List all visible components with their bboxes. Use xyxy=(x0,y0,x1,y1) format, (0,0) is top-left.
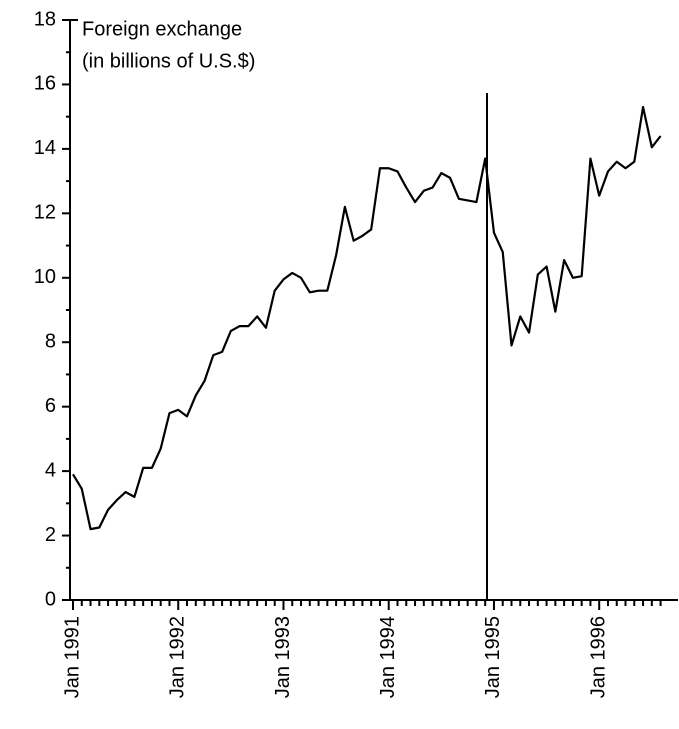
y-tick-label: 2 xyxy=(45,524,56,546)
x-tick-label: Jan 1992 xyxy=(167,616,189,698)
x-tick-label: Jan 1994 xyxy=(377,616,399,698)
x-tick-label: Jan 1991 xyxy=(61,616,83,698)
y-tick-label: 0 xyxy=(45,588,56,610)
y-tick-label: 6 xyxy=(45,395,56,417)
x-tick-label: Jan 1996 xyxy=(587,616,609,698)
y-tick-label: 10 xyxy=(34,266,56,288)
data-line xyxy=(72,105,662,531)
x-tick-label: Jan 1993 xyxy=(272,616,294,698)
y-tick-label: 4 xyxy=(45,459,56,481)
x-tick-label: Jan 1995 xyxy=(482,616,504,698)
chart-title: Foreign exchange xyxy=(82,18,242,40)
y-tick-label: 8 xyxy=(45,331,56,353)
y-tick-label: 16 xyxy=(34,73,56,95)
y-tick-label: 18 xyxy=(34,8,56,30)
chart-subtitle: (in billions of U.S.$) xyxy=(82,50,255,72)
y-tick-label: 14 xyxy=(34,137,56,159)
y-tick-label: 12 xyxy=(34,202,56,224)
